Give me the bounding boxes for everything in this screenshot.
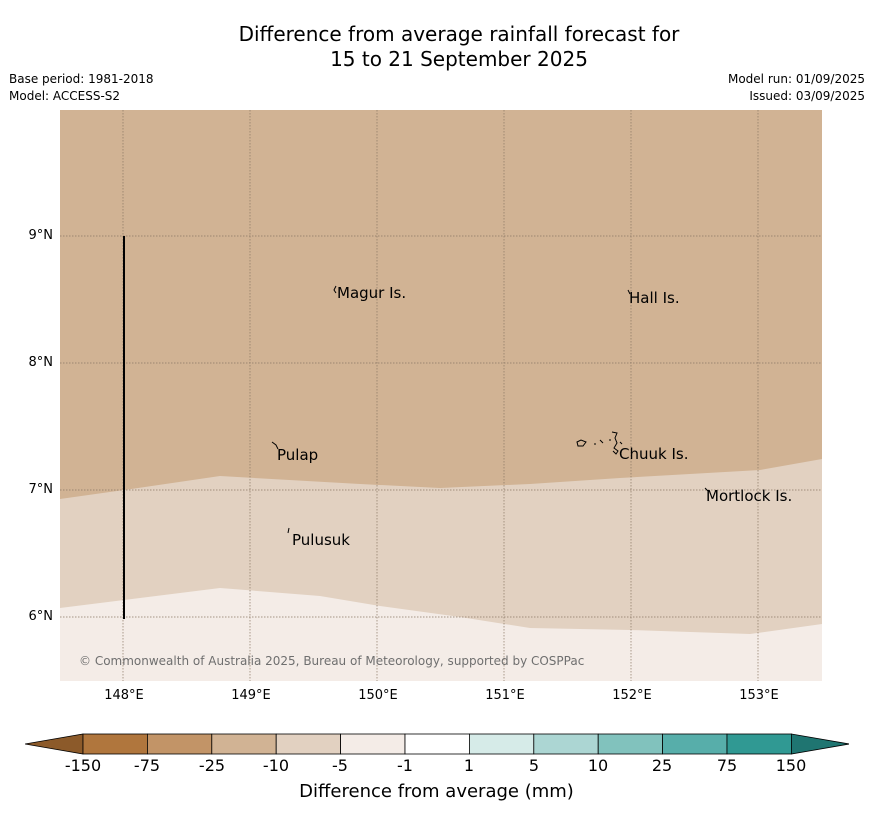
colorbar-cell (147, 733, 213, 755)
place-pulusuk: Pulusuk (292, 531, 350, 549)
colorbar-tick: 1 (463, 756, 475, 775)
lat-label-9n: 9°N (28, 228, 54, 243)
mortlock-island-shape (704, 487, 709, 492)
colorbar-cell (404, 733, 470, 755)
lon-label-148e: 148°E (104, 688, 144, 703)
chuuk-island-shape (576, 431, 623, 455)
lon-label-149e: 149°E (231, 688, 271, 703)
colorbar-tick: 10 (587, 756, 609, 775)
colorbar-cell (791, 733, 849, 755)
colorbar-cells (25, 733, 849, 755)
colorbar-cell (662, 733, 728, 755)
colorbar-cell (340, 733, 406, 755)
copyright-notice: © Commonwealth of Australia 2025, Bureau… (79, 654, 585, 668)
colorbar-tick: 75 (716, 756, 738, 775)
pulusuk-island-shape (287, 527, 290, 534)
colorbar-cell (25, 733, 84, 755)
model-name: Model: ACCESS-S2 (9, 89, 121, 103)
colorbar-label: Difference from average (mm) (299, 781, 574, 802)
title-line-1: Difference from average rainfall forecas… (238, 22, 680, 46)
island-shapes (271, 285, 709, 534)
colorbar-tick: -1 (397, 756, 413, 775)
chart-title: Difference from average rainfall forecas… (0, 22, 873, 72)
zone-near-average (60, 588, 822, 681)
colorbar-cell (82, 733, 148, 755)
colorbar-tick: 5 (528, 756, 540, 775)
issued-date: Issued: 03/09/2025 (749, 89, 865, 103)
colorbar-cell (597, 733, 664, 755)
colorbar-cell (211, 733, 277, 755)
title-line-2: 15 to 21 September 2025 (330, 47, 588, 71)
place-chuuk: Chuuk Is. (619, 445, 688, 463)
colorbar-tick: -75 (133, 756, 161, 775)
lon-label-151e: 151°E (485, 688, 525, 703)
hall-island-shape (627, 289, 631, 295)
colorbar-cell (533, 733, 599, 755)
lon-label-153e: 153°E (739, 688, 779, 703)
forecast-map[interactable]: Magur Is. Hall Is. Pulap Chuuk Is. Mortl… (60, 110, 822, 681)
magur-island-shape (333, 285, 337, 294)
colorbar-tick: -150 (64, 756, 102, 775)
place-pulap: Pulap (277, 446, 318, 464)
colorbar-tick: -25 (198, 756, 226, 775)
place-magur: Magur Is. (337, 284, 406, 302)
pulap-island-shape (271, 441, 279, 450)
colorbar-tick: 25 (651, 756, 673, 775)
lon-label-152e: 152°E (612, 688, 652, 703)
place-hall: Hall Is. (629, 289, 680, 307)
colorbar (25, 733, 849, 755)
meta-right: Model run: 01/09/2025 Issued: 03/09/2025 (728, 71, 865, 105)
colorbar-tick: -10 (262, 756, 290, 775)
colorbar-tick: -5 (332, 756, 348, 775)
lon-label-150e: 150°E (358, 688, 398, 703)
colorbar-tick: 150 (775, 756, 807, 775)
base-period: Base period: 1981-2018 (9, 72, 154, 86)
model-run: Model run: 01/09/2025 (727, 72, 865, 86)
lat-label-6n: 6°N (28, 609, 54, 624)
place-mortlock: Mortlock Is. (706, 487, 792, 505)
colorbar-cell (275, 733, 341, 755)
lat-label-7n: 7°N (28, 482, 54, 497)
colorbar-cell (726, 733, 792, 755)
lat-label-8n: 8°N (28, 355, 54, 370)
place-labels: Magur Is. Hall Is. Pulap Chuuk Is. Mortl… (277, 284, 792, 549)
meta-left: Base period: 1981-2018 Model: ACCESS-S2 (9, 71, 154, 105)
colorbar-cell (468, 733, 535, 755)
